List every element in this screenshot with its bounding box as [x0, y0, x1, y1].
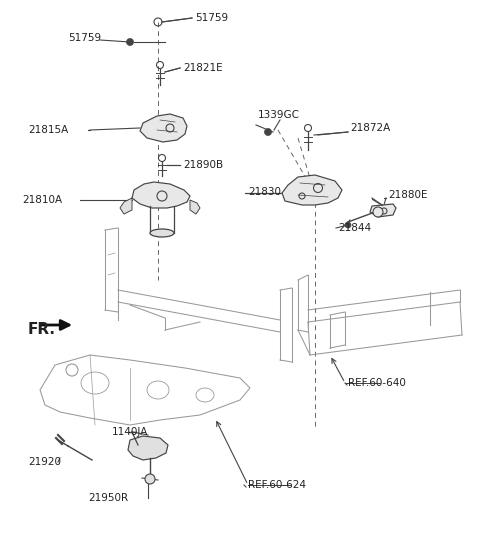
Ellipse shape [150, 229, 174, 237]
Text: 21920: 21920 [28, 457, 61, 467]
Polygon shape [120, 198, 132, 214]
Text: 21872A: 21872A [350, 123, 390, 133]
Text: 51759: 51759 [195, 13, 228, 23]
Text: 51759: 51759 [68, 33, 101, 43]
Polygon shape [128, 436, 168, 460]
Circle shape [127, 38, 133, 45]
Polygon shape [190, 200, 200, 214]
Polygon shape [282, 175, 342, 205]
Polygon shape [370, 204, 396, 217]
Circle shape [345, 222, 351, 228]
Text: 21810A: 21810A [22, 195, 62, 205]
Text: 21880E: 21880E [388, 190, 428, 200]
Polygon shape [140, 114, 187, 142]
Text: FR.: FR. [28, 322, 56, 337]
Text: 21844: 21844 [338, 223, 371, 233]
Circle shape [264, 128, 272, 135]
Circle shape [373, 207, 383, 217]
Text: 21815A: 21815A [28, 125, 68, 135]
Polygon shape [132, 182, 190, 208]
Text: REF.60-624: REF.60-624 [248, 480, 306, 490]
Text: 21821E: 21821E [183, 63, 223, 73]
Text: 1140JA: 1140JA [112, 427, 148, 437]
Text: 21830: 21830 [248, 187, 281, 197]
Text: REF.60-640: REF.60-640 [348, 378, 406, 388]
Text: 21890B: 21890B [183, 160, 223, 170]
Circle shape [145, 474, 155, 484]
Text: 1339GC: 1339GC [258, 110, 300, 120]
Text: 21950R: 21950R [88, 493, 128, 503]
